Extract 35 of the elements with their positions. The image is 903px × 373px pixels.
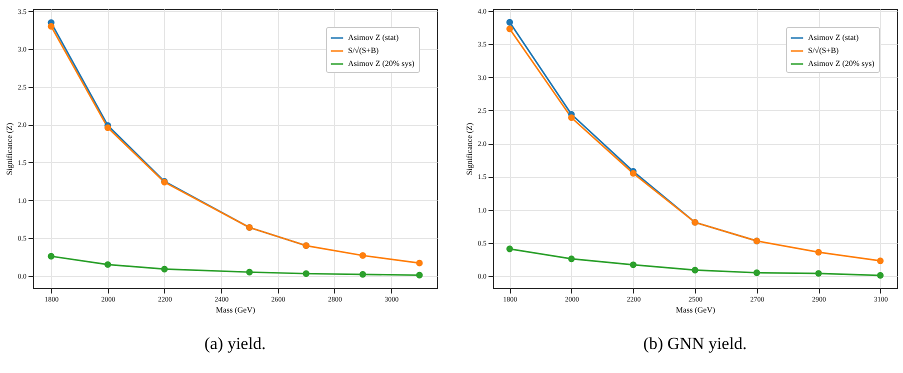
point: [416, 260, 423, 266]
point: [568, 255, 575, 262]
legend-label: Asimov Z (20% sys): [808, 59, 875, 68]
point: [246, 268, 253, 276]
point: [359, 271, 366, 278]
point: [302, 270, 310, 277]
point: [161, 266, 168, 272]
point: [506, 18, 514, 26]
point: [104, 124, 112, 132]
point: [753, 269, 760, 276]
legend-label: S/√(S+B): [808, 46, 840, 55]
x-axis-title: Mass (GeV): [216, 306, 256, 314]
legend-label: Asimov Z (20% sys): [348, 59, 415, 68]
point: [692, 266, 698, 274]
text: (a) yield.: [204, 334, 266, 353]
legend-label: Asimov Z (stat): [348, 33, 399, 42]
point: [815, 248, 822, 256]
point: [506, 26, 514, 32]
point: [506, 246, 514, 252]
point: [359, 252, 366, 259]
point: [876, 257, 884, 264]
point: [416, 272, 423, 278]
x-axis-title: Mass (GeV): [676, 306, 716, 314]
point: [568, 114, 575, 122]
y-axis-title: Significance (Z): [464, 122, 474, 176]
legend-label: S/√(S+B): [348, 46, 380, 55]
legend-label: Asimov Z (stat): [808, 33, 859, 42]
y-axis-title: Significance (Z): [4, 122, 14, 176]
point: [104, 261, 112, 268]
point: [815, 270, 822, 277]
text: (b) GNN yield.: [643, 334, 747, 353]
point: [876, 272, 884, 279]
point: [48, 23, 54, 30]
point: [630, 261, 637, 268]
point: [48, 252, 54, 260]
